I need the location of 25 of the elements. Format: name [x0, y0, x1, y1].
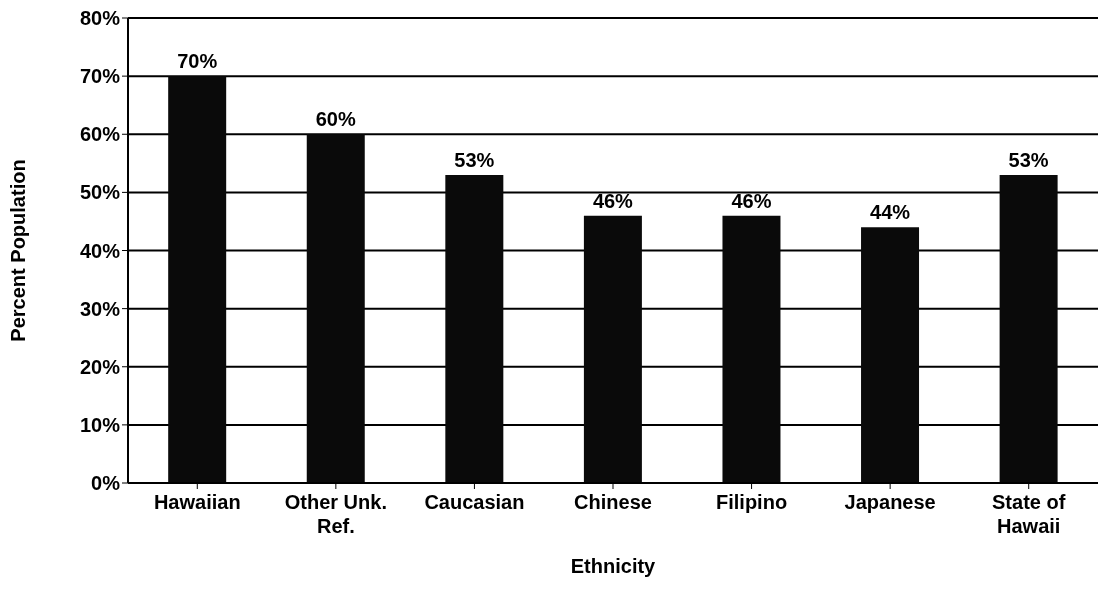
y-tick-label: 10% [79, 413, 121, 436]
data-label: 46% [592, 189, 634, 212]
x-tick-label: Hawaiian [153, 491, 241, 513]
y-tick-label: 20% [79, 355, 121, 378]
x-axis-title: Ethnicity [570, 555, 657, 577]
x-tick-label: Chinese [574, 491, 652, 513]
x-tick-label: Other Unk. Ref. [284, 491, 387, 537]
y-tick-label: 60% [79, 123, 121, 146]
data-label: 46% [731, 189, 772, 212]
x-tick-label: Japanese [844, 491, 936, 513]
y-tick-label: 50% [79, 181, 121, 204]
y-axis-title: Percent Population [7, 159, 30, 342]
x-tick-label: Filipino [716, 491, 788, 513]
data-label: 70% [177, 50, 218, 73]
data-label: 53% [1008, 148, 1049, 171]
y-tick-label: 80% [79, 7, 121, 30]
x-tick-label: Caucasian [424, 491, 525, 513]
y-tick-label: 0% [91, 472, 121, 495]
y-tick-label: 70% [79, 65, 121, 88]
data-label: 44% [870, 201, 911, 224]
y-tick-label: 30% [79, 297, 121, 320]
y-tick-label: 40% [79, 239, 121, 262]
x-tick-label: State of Hawaii [992, 491, 1066, 537]
data-label: 53% [454, 148, 495, 171]
data-label: 60% [315, 108, 356, 131]
